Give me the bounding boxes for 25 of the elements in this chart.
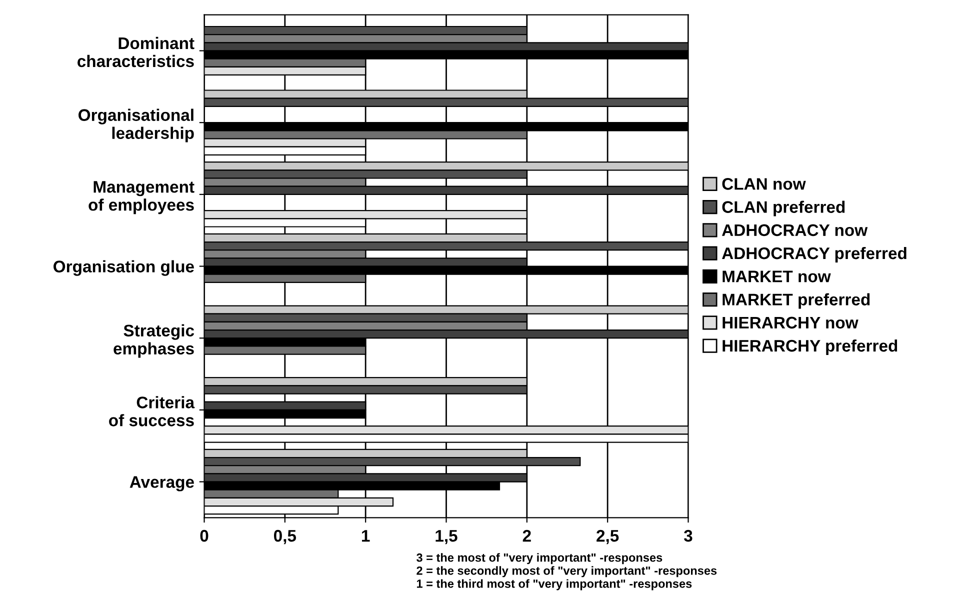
x-tick-label: 0,5 [274,530,296,544]
legend-label: CLAN now [722,178,806,190]
x-tick-label: 0 [200,530,208,542]
legend-label: HIERARCHY preferred [722,339,898,356]
x-tick-label: 2 [522,530,531,542]
y-tick-label: Management of employees [88,181,194,214]
y-tick-label: Organisation glue [54,260,194,276]
legend-label: ADHOCRACY now [722,224,868,236]
text: 3 = the most of "very important" -responses [416,553,662,564]
legend-label: MARKET preferred [722,293,870,309]
x-tick-label: 1,5 [436,530,458,544]
legend-label: ADHOCRACY preferred [722,246,906,263]
y-tick-label: Dominant characteristics [78,36,194,68]
x-tick-label: 1 [362,530,370,542]
x-tick-label: 3 [684,530,692,542]
y-tick-label: Organisational leadership [78,108,194,142]
text: 1 = the third most of "very important" -responses [416,579,692,590]
legend-label: CLAN preferred [722,200,845,216]
legend-label: HIERARCHY now [722,316,858,329]
x-tick-label: 2,5 [596,530,619,544]
y-tick-label: Criteria of success [109,396,195,426]
y-tick-label: Average [130,476,194,492]
text: 2 = the secondly most of "very important" -responses [416,566,717,578]
y-tick-label: Strategic emphases [114,324,194,358]
legend-label: MARKET now [722,270,831,282]
